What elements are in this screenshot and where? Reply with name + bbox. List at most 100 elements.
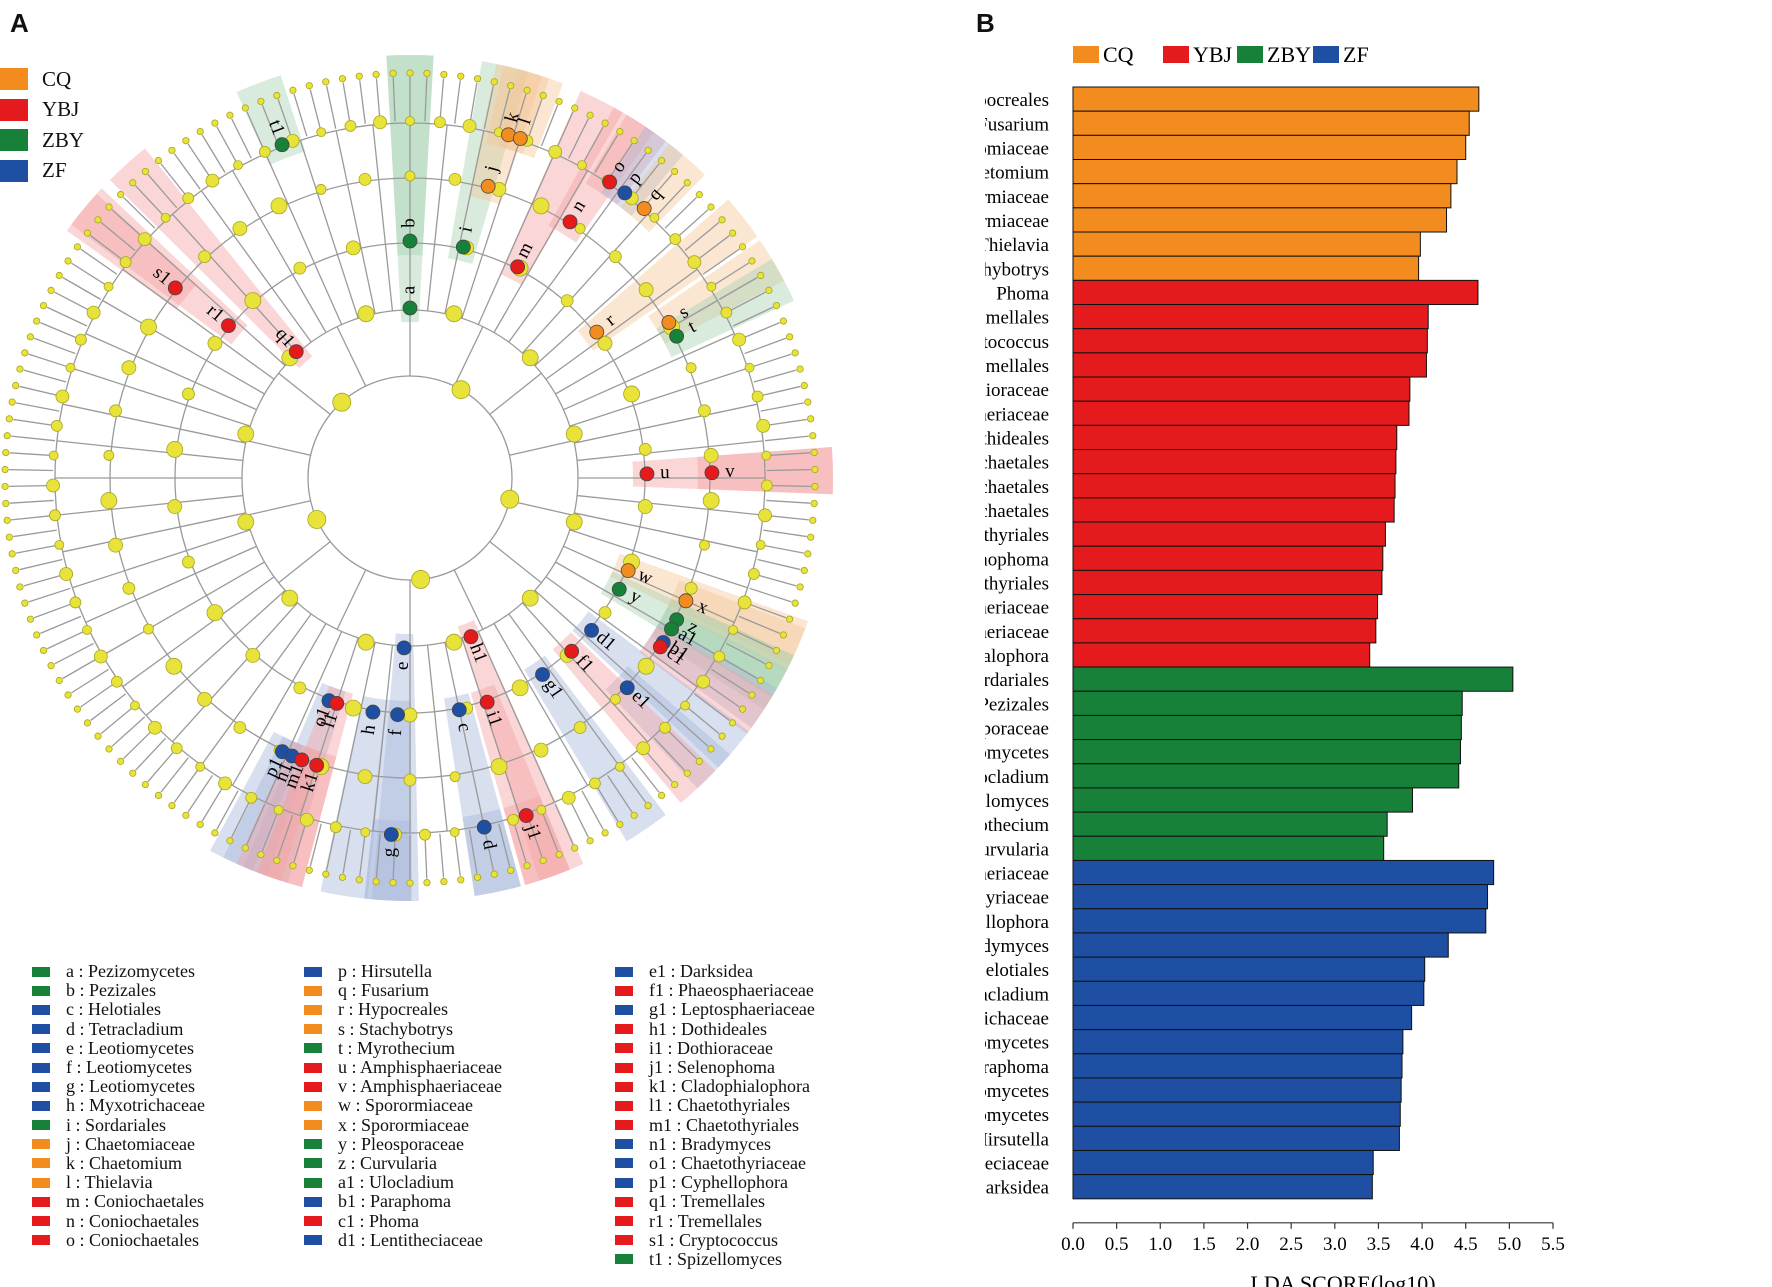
tree-spoke: [744, 601, 787, 619]
key-label: q : Fusarium: [338, 980, 430, 1001]
tree-spoke: [468, 829, 478, 874]
genus-node: [405, 116, 415, 126]
leaf-node: [2, 448, 10, 457]
key-swatch: [32, 1196, 50, 1207]
key-entry: j1 : Selenophoma: [615, 1057, 815, 1077]
bar: [1072, 255, 1420, 281]
genus-node: [758, 508, 772, 523]
tree-spoke: [102, 561, 265, 657]
tree-spoke: [509, 439, 574, 456]
leaf-node: [55, 676, 63, 685]
bar: [1072, 811, 1388, 837]
tree-spoke: [171, 213, 299, 354]
leaf-node: [728, 229, 737, 237]
x-tick-label: 1.0: [1148, 1234, 1172, 1255]
biomarker-node: [329, 696, 345, 711]
key-label: g1 : Leptosphaeriaceae: [649, 999, 815, 1020]
leaf-node: [241, 844, 249, 852]
leaf-node: [644, 146, 652, 154]
leaf-node: [83, 719, 92, 727]
bar-label: Fusarium: [985, 114, 1049, 135]
key-entry: d1 : Lentitheciaceae: [304, 1230, 502, 1250]
bar-label: Myrothecium: [985, 815, 1049, 836]
tree-spoke: [594, 134, 619, 173]
leaf-node: [273, 91, 281, 100]
key-label: f : Leotiomycetes: [66, 1057, 192, 1078]
leaf-node: [141, 167, 149, 176]
bar-label: Cyphellophora: [985, 912, 1050, 933]
clade-highlight-sector: [257, 746, 337, 887]
key-label: h : Myxotrichaceae: [66, 1095, 205, 1116]
bar-label: Hypocreales: [985, 90, 1049, 111]
tree-spoke: [764, 514, 809, 521]
family-node: [448, 172, 462, 186]
tree-spoke: [299, 637, 359, 816]
family-node: [122, 581, 136, 595]
key-entry: q : Fusarium: [304, 980, 502, 1001]
key-label: e : Leotiomycetes: [66, 1037, 194, 1058]
genus-node: [433, 116, 446, 129]
key-label: l : Thielavia: [66, 1172, 153, 1193]
bar-label: Leptosphaeriaceae: [985, 864, 1049, 885]
clade-highlight-sector: [642, 621, 778, 728]
key-swatch: [615, 1024, 633, 1035]
bar-label: Dothideales: [985, 428, 1049, 449]
genus-node: [273, 805, 284, 815]
leaf-node: [571, 844, 579, 852]
tree-spoke: [653, 185, 685, 219]
key-entry: i : Sordariales: [32, 1114, 205, 1135]
leaf-node: [683, 769, 691, 777]
key-label: b : Pezizales: [66, 980, 156, 1001]
leaf-node: [748, 257, 756, 265]
leaf-node: [779, 317, 787, 325]
genus-node: [561, 790, 576, 805]
biomarker-node: [476, 819, 492, 835]
biomarker-node: [518, 808, 534, 823]
biomarker-label: a: [398, 285, 419, 294]
cladogram-key-column: a : Pezizomycetes b : Pezizales c : Heloti…: [32, 961, 205, 1250]
clade-highlight-sector: [499, 90, 623, 286]
key-label: i : Sordariales: [66, 1114, 166, 1135]
family-node: [140, 318, 157, 336]
tree-spoke: [54, 642, 94, 665]
key-label: a : Pezizomycetes: [66, 961, 195, 982]
tree-spoke: [200, 190, 312, 343]
tree-spoke: [23, 573, 67, 587]
class-node: [521, 589, 539, 607]
tree-spoke: [277, 99, 294, 142]
clade-highlight-sector: [524, 655, 666, 842]
leaf-node: [571, 104, 579, 112]
legend-label: CQ: [42, 66, 72, 91]
tree-spoke: [757, 558, 801, 571]
bar-label: Dothioraceae: [985, 380, 1049, 401]
tree-spoke: [135, 185, 167, 219]
bar: [1072, 1029, 1404, 1055]
legend-swatch: [0, 98, 28, 121]
key-swatch: [615, 1196, 633, 1207]
leaf-node: [182, 137, 190, 145]
key-entry: r1 : Tremellales: [615, 1211, 815, 1231]
key-entry: s : Stachybotrys: [304, 1019, 502, 1039]
family-node: [232, 221, 248, 236]
leaf-node: [211, 829, 219, 837]
genus-node: [548, 144, 563, 159]
tree-spoke: [80, 248, 118, 275]
clade-highlight-sector: [656, 598, 794, 698]
bar-label: Sordariales: [985, 670, 1049, 691]
tree-spoke: [246, 803, 266, 845]
tree-spoke: [56, 440, 243, 462]
tree-spoke: [9, 468, 54, 472]
bar-label: Chaetomium: [985, 163, 1049, 184]
tree-spoke: [753, 573, 797, 587]
leaf-node: [355, 876, 363, 884]
order-node: [182, 387, 195, 401]
tree-spoke: [71, 668, 109, 694]
clade-highlight-sector: [210, 731, 304, 871]
genus-node: [258, 145, 271, 158]
tree-spoke: [372, 124, 394, 311]
tree-spoke: [40, 615, 82, 634]
genus-node: [687, 255, 702, 270]
family-node: [685, 362, 697, 374]
bar-label: Tremellales: [985, 308, 1049, 329]
order-node: [402, 707, 418, 723]
